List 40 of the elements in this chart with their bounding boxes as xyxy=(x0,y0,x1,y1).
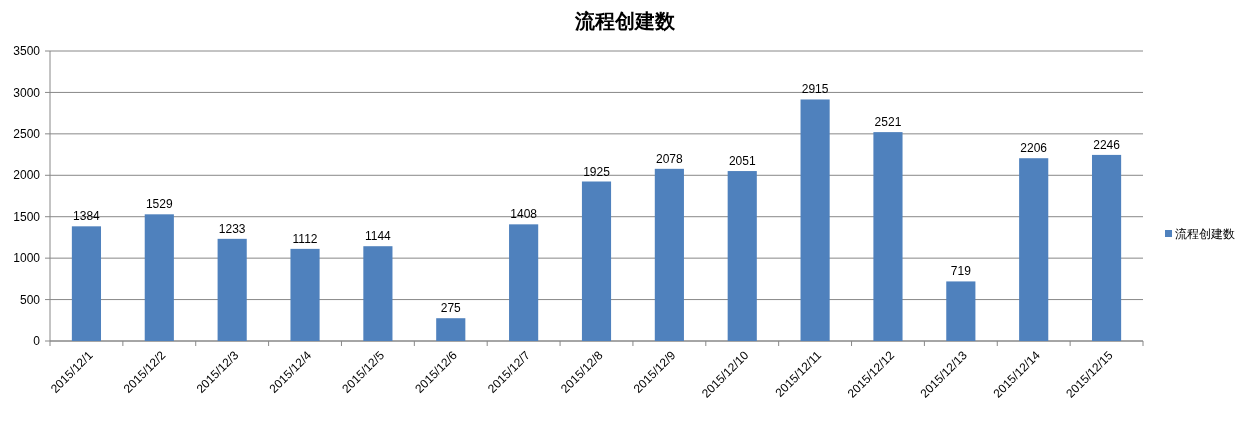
bar xyxy=(363,246,393,341)
data-label: 1112 xyxy=(292,231,318,246)
data-label: 2915 xyxy=(801,82,829,97)
bar xyxy=(71,226,102,341)
y-tick-label: 2000 xyxy=(13,168,41,183)
data-label: 1384 xyxy=(73,209,101,224)
bar xyxy=(144,214,174,341)
data-label: 2051 xyxy=(728,154,756,169)
legend-label: 流程创建数 xyxy=(1175,227,1235,242)
data-label: 2521 xyxy=(874,115,902,130)
y-tick-label: 0 xyxy=(33,334,41,349)
data-label: 719 xyxy=(950,264,972,279)
y-tick-label: 1000 xyxy=(13,251,41,266)
data-label: 1144 xyxy=(364,229,392,244)
chart-title: 流程创建数 xyxy=(574,10,676,32)
data-label: 1529 xyxy=(145,197,173,212)
data-label: 275 xyxy=(440,301,462,316)
y-tick-label: 3500 xyxy=(13,44,41,59)
data-label: 2206 xyxy=(1020,141,1048,156)
data-label: 2246 xyxy=(1093,137,1121,152)
data-label: 1233 xyxy=(218,221,246,236)
bar xyxy=(217,238,247,341)
data-label: 1925 xyxy=(583,164,611,179)
bar xyxy=(654,168,684,341)
y-tick-label: 500 xyxy=(19,292,41,307)
y-tick-label: 3000 xyxy=(13,85,41,100)
data-label: 2078 xyxy=(656,151,684,166)
bar xyxy=(727,171,757,341)
bar xyxy=(290,248,320,341)
bar xyxy=(1019,158,1049,341)
bar xyxy=(800,99,830,341)
data-label: 1408 xyxy=(510,207,538,222)
bar xyxy=(581,181,612,341)
bar xyxy=(873,132,903,341)
bar xyxy=(436,318,466,341)
bar xyxy=(509,224,539,341)
y-tick-label: 1500 xyxy=(13,209,41,224)
bar xyxy=(1091,154,1122,341)
y-tick-label: 2500 xyxy=(13,127,41,142)
bar xyxy=(946,281,976,341)
